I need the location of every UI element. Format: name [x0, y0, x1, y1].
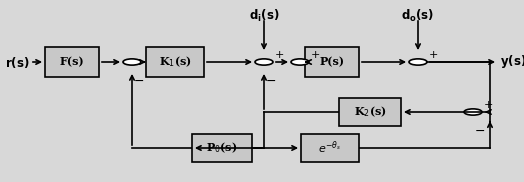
Circle shape	[409, 59, 427, 65]
Circle shape	[464, 109, 482, 115]
FancyBboxPatch shape	[192, 134, 252, 162]
Circle shape	[255, 59, 273, 65]
Text: −: −	[266, 75, 277, 88]
Circle shape	[291, 59, 309, 65]
Text: +: +	[311, 50, 320, 60]
Text: −: −	[475, 125, 486, 138]
Text: K$_2$(s): K$_2$(s)	[354, 105, 386, 119]
FancyBboxPatch shape	[45, 47, 99, 77]
Text: +: +	[429, 50, 439, 60]
Text: F(s): F(s)	[60, 56, 84, 68]
Text: +: +	[275, 50, 285, 60]
FancyBboxPatch shape	[301, 134, 359, 162]
Text: K$_1$(s): K$_1$(s)	[159, 55, 191, 69]
Text: P(s): P(s)	[320, 56, 344, 68]
Text: $e^{-\theta_s}$: $e^{-\theta_s}$	[319, 140, 342, 156]
Text: −: −	[134, 75, 145, 88]
Text: $\mathbf{d_i(s)}$: $\mathbf{d_i(s)}$	[249, 8, 279, 24]
FancyBboxPatch shape	[339, 98, 401, 126]
Text: $\mathbf{y(s)}$: $\mathbf{y(s)}$	[500, 54, 524, 70]
FancyBboxPatch shape	[305, 47, 359, 77]
FancyBboxPatch shape	[146, 47, 204, 77]
Text: P$_0$(s): P$_0$(s)	[206, 141, 238, 155]
Text: $\mathbf{r(s)}$: $\mathbf{r(s)}$	[5, 54, 29, 70]
Text: +: +	[484, 100, 494, 110]
Text: $\mathbf{d_o(s)}$: $\mathbf{d_o(s)}$	[401, 8, 434, 24]
Circle shape	[123, 59, 141, 65]
